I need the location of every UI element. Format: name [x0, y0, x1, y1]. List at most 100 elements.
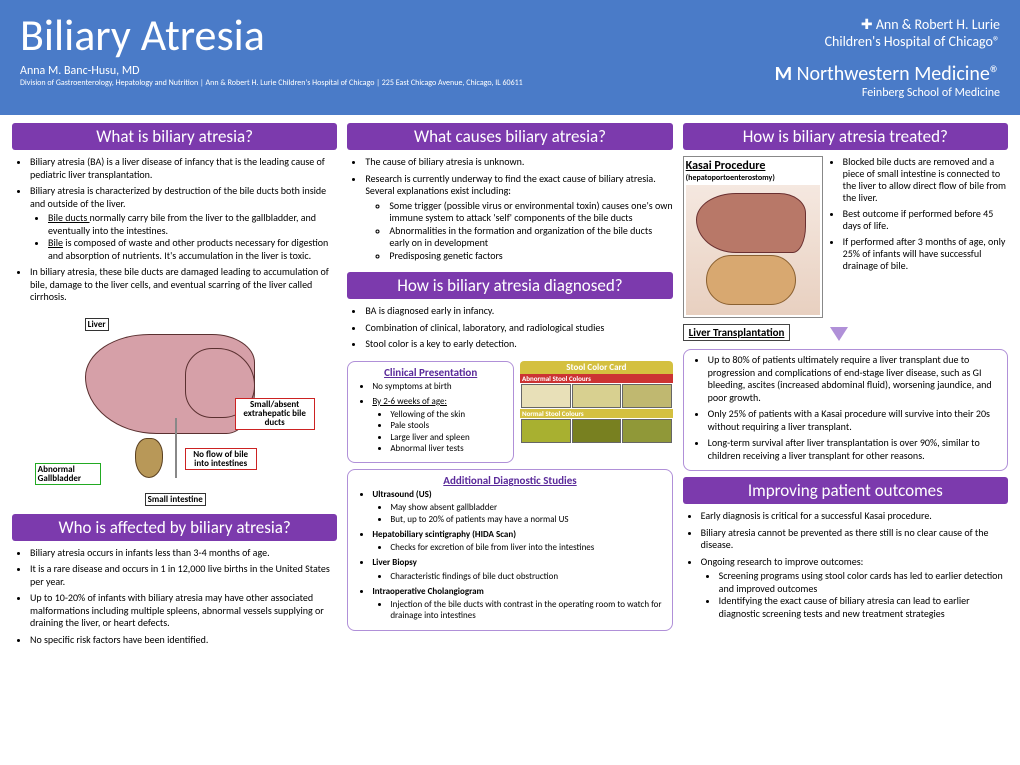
who-b4: No specific risk factors have been ident… — [30, 634, 337, 647]
liver-transplant-label: Liver Transplantation — [683, 324, 791, 341]
stool-abn-3 — [622, 384, 672, 408]
cp-b2u: By 2-6 weeks of age: — [372, 396, 447, 407]
what-b2-text: Biliary atresia is characterized by dest… — [30, 184, 326, 210]
header-left: Biliary Atresia Anna M. Banc-Husu, MD Di… — [20, 8, 775, 88]
kasai-bullets: Blocked bile ducts are removed and a pie… — [829, 156, 1008, 318]
lt3: Long-term survival after liver transplan… — [708, 437, 1001, 462]
lt1: Up to 80% of patients ultimately require… — [708, 354, 1001, 404]
causes-list: The cause of biliary atresia is unknown.… — [347, 156, 672, 266]
imp-b3b: Identifying the exact cause of biliary a… — [719, 595, 1008, 620]
add-title: Additional Diagnostic Studies — [354, 474, 665, 487]
who-b1: Biliary atresia occurs in infants less t… — [30, 547, 337, 560]
kasai-title: Kasai Procedure — [686, 159, 820, 173]
what-b2a: Bile ducts normally carry bile from the … — [48, 212, 337, 237]
diag-header: How is biliary atresia diagnosed? — [347, 272, 672, 299]
stool-norm-1 — [521, 419, 571, 443]
clinpres-title: Clinical Presentation — [354, 366, 507, 379]
kasai-sub: (hepatoportoenterostomy) — [686, 173, 820, 183]
hida-item: Hepatobiliary scintigraphy (HIDA Scan) C… — [372, 529, 665, 554]
header-right: ✚ Ann & Robert H. Lurie Children's Hospi… — [775, 8, 1000, 100]
hosp1a: Ann & Robert H. Lurie — [876, 16, 1000, 33]
stool-card-panel: Stool Color Card Abnormal Stool Colours … — [520, 361, 673, 464]
cp-b1: No symptoms at birth — [372, 381, 507, 392]
iop-b: Intraoperative Cholangiogram — [372, 586, 484, 597]
stool-abn-label: Abnormal Stool Colours — [520, 374, 673, 383]
stool-card-title: Stool Color Card — [520, 361, 673, 374]
hospital-logo-1: ✚ Ann & Robert H. Lurie Children's Hospi… — [775, 16, 1000, 50]
what-b1: Biliary atresia (BA) is a liver disease … — [30, 156, 337, 181]
bile-u: Bile — [48, 236, 63, 249]
hida-a: Checks for excretion of bile from liver … — [390, 542, 665, 553]
cp-b2: By 2-6 weeks of age: Yellowing of the sk… — [372, 396, 507, 454]
imp-b3a: Screening programs using stool color car… — [719, 570, 1008, 595]
stool-norm-label: Normal Stool Colours — [520, 409, 673, 418]
main-title: Biliary Atresia — [20, 8, 775, 62]
liver-diagram: Liver Small/absent extrahepatic bile duc… — [35, 318, 315, 508]
who-list: Biliary atresia occurs in infants less t… — [12, 547, 337, 651]
improve-header: Improving patient outcomes — [683, 477, 1008, 504]
column-3: How is biliary atresia treated? Kasai Pr… — [683, 123, 1008, 650]
who-b2: It is a rare disease and occurs in 1 in … — [30, 563, 337, 588]
liver-label: Liver — [85, 318, 109, 331]
cp-b2b: Pale stools — [390, 420, 507, 431]
diag-b3: Stool color is a key to early detection. — [365, 338, 672, 351]
cp-b2a: Yellowing of the skin — [390, 409, 507, 420]
diag-b2: Combination of clinical, laboratory, and… — [365, 322, 672, 335]
lt2: Only 25% of patients with a Kasai proced… — [708, 408, 1001, 433]
stool-abn-grid — [520, 383, 673, 409]
k3: If performed after 3 months of age, only… — [843, 236, 1008, 272]
kasai-row: Kasai Procedure (hepatoportoenterostomy)… — [683, 156, 1008, 318]
who-header: Who is affected by biliary atresia? — [12, 514, 337, 541]
kasai-intestine-icon — [706, 255, 796, 305]
cp-b2c: Large liver and spleen — [390, 432, 507, 443]
what-header: What is biliary atresia? — [12, 123, 337, 150]
kasai-image-box: Kasai Procedure (hepatoportoenterostomy) — [683, 156, 823, 318]
diag-dual-panel: Clinical Presentation No symptoms at bir… — [347, 361, 672, 464]
stool-norm-3 — [622, 419, 672, 443]
iop-a: Injection of the bile ducts with contras… — [390, 599, 665, 622]
what-b2b-txt: is composed of waste and other products … — [48, 236, 328, 262]
affiliation-line: Division of Gastroenterology, Hepatology… — [20, 78, 775, 88]
lt-label-row: Liver Transplantation — [683, 324, 1008, 343]
hida-b: Hepatobiliary scintigraphy (HIDA Scan) — [372, 529, 516, 540]
poster-header: Biliary Atresia Anna M. Banc-Husu, MD Di… — [0, 0, 1020, 115]
school-name: Feinberg School of Medicine — [775, 86, 1000, 100]
kasai-liver-icon — [696, 193, 806, 253]
plus-icon: ✚ — [861, 16, 873, 33]
biopsy-item: Liver Biopsy Characteristic findings of … — [372, 557, 665, 582]
k2: Best outcome if performed before 45 days… — [843, 208, 1008, 232]
improve-list: Early diagnosis is critical for a succes… — [683, 510, 1008, 624]
bileducts-u: Bile ducts — [48, 211, 90, 224]
liver-transplant-panel: Up to 80% of patients ultimately require… — [683, 349, 1008, 471]
causes-b1: The cause of biliary atresia is unknown. — [365, 156, 672, 169]
causes-b2b: Abnormalities in the formation and organ… — [389, 225, 672, 250]
arrow-down-icon — [830, 327, 848, 341]
stool-norm-grid — [520, 418, 673, 444]
stool-abn-2 — [572, 384, 622, 408]
us-b2: But, up to 20% of patients may have a no… — [390, 514, 665, 525]
cp-b2d: Abnormal liver tests — [390, 443, 507, 454]
imp-b3: Ongoing research to improve outcomes: Sc… — [701, 556, 1008, 621]
stool-abn-1 — [521, 384, 571, 408]
gallbladder-label: Abnormal Gallbladder — [35, 463, 101, 486]
biopsy-b: Liver Biopsy — [372, 557, 417, 568]
causes-b2a: Some trigger (possible virus or environm… — [389, 200, 672, 225]
bile-duct-icon — [175, 418, 177, 478]
gallbladder-icon — [135, 438, 163, 478]
column-2: What causes biliary atresia? The cause o… — [347, 123, 672, 650]
us-a: May show absent gallbladder — [390, 502, 665, 513]
imp-b1: Early diagnosis is critical for a succes… — [701, 510, 1008, 523]
what-b2: Biliary atresia is characterized by dest… — [30, 185, 337, 262]
us-item: Ultrasound (US) May show absent gallblad… — [372, 489, 665, 525]
column-1: What is biliary atresia? Biliary atresia… — [12, 123, 337, 650]
imp-b3-txt: Ongoing research to improve outcomes: — [701, 555, 864, 568]
diag-list: BA is diagnosed early in infancy. Combin… — [347, 305, 672, 355]
what-b2b: Bile is composed of waste and other prod… — [48, 237, 337, 262]
causes-header: What causes biliary atresia? — [347, 123, 672, 150]
treat-header: How is biliary atresia treated? — [683, 123, 1008, 150]
causes-b2-txt: Research is currently underway to find t… — [365, 172, 655, 198]
ducts-label: Small/absent extrahepatic bile ducts — [235, 398, 315, 430]
kasai-diagram-icon — [686, 185, 820, 315]
causes-b2: Research is currently underway to find t… — [365, 173, 672, 263]
hosp1b: Children's Hospital of Chicago® — [825, 33, 1000, 50]
